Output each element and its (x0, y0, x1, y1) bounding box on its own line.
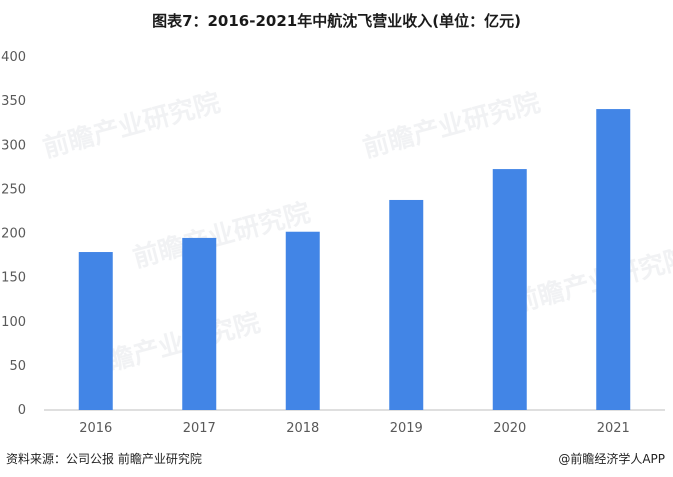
y-tick-label: 400 (1, 50, 26, 65)
y-tick-label: 100 (1, 315, 26, 330)
bar-2020 (492, 169, 527, 410)
x-tick-label: 2017 (183, 421, 216, 436)
x-tick-label: 2021 (597, 421, 630, 436)
y-tick-label: 0 (18, 403, 26, 418)
y-tick-label: 250 (1, 182, 26, 197)
x-tick-label: 2019 (390, 421, 423, 436)
bar-2018 (285, 231, 320, 410)
bar-2016 (78, 252, 113, 410)
bar-2021 (596, 109, 631, 410)
x-tick-label: 2018 (286, 421, 319, 436)
x-tick-label: 2020 (493, 421, 526, 436)
source-note: 资料来源：公司公报 前瞻产业研究院 (6, 452, 202, 466)
chart-title: 图表7：2016-2021年中航沈飞营业收入(单位：亿元) (152, 12, 521, 30)
y-tick-label: 150 (1, 271, 26, 286)
x-tick-label: 2016 (79, 421, 112, 436)
y-tick-label: 300 (1, 138, 26, 153)
bar-2019 (389, 199, 424, 410)
y-tick-label: 50 (9, 359, 26, 374)
bar-2017 (182, 237, 217, 410)
y-tick-label: 350 (1, 94, 26, 109)
credit-note: @前瞻经济学人APP (558, 452, 665, 466)
y-tick-label: 200 (1, 227, 26, 242)
